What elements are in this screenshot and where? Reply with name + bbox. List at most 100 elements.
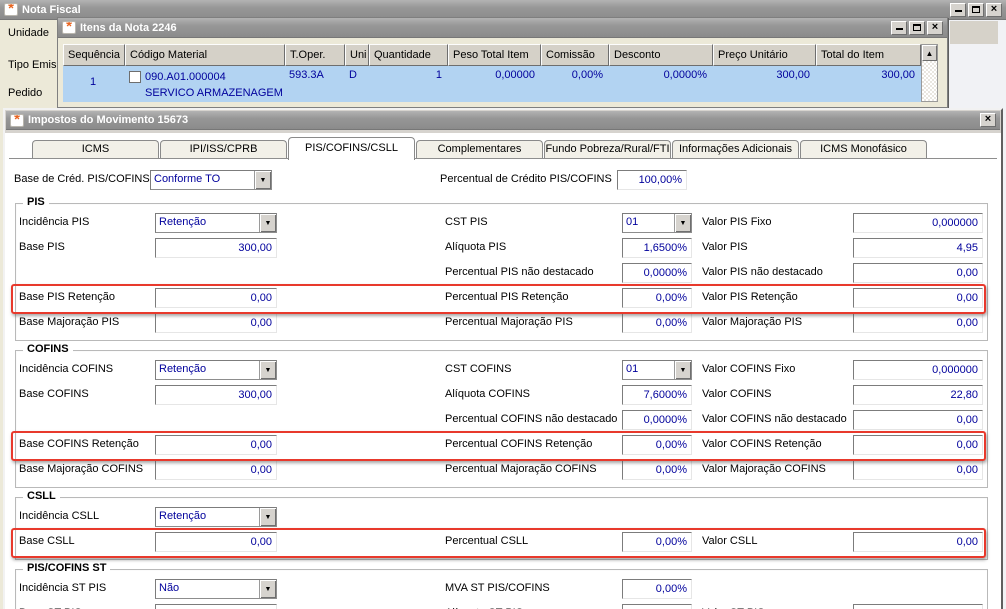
minimize-button[interactable] [891, 20, 907, 35]
col-preco-unitario[interactable]: Preço Unitário [713, 44, 816, 66]
close-button[interactable]: × [927, 20, 943, 35]
codigo-lines: 090.A01.000004 SERVICO ARMAZENAGEM [145, 69, 283, 101]
percentual-cofins-retencao-input[interactable]: 0,00% [622, 435, 692, 455]
impostos-title: Impostos do Movimento 15673 [28, 114, 189, 126]
percentual-credito-input[interactable]: 100,00% [617, 170, 687, 190]
percentual-majoracao-pis-input[interactable]: 0,00% [622, 313, 692, 333]
csll-title: CSLL [23, 490, 60, 502]
percentual-pis-nao-destacado-input[interactable]: 0,0000% [622, 263, 692, 283]
base-majoracao-cofins-input[interactable]: 0,00 [155, 460, 277, 480]
aliquota-cofins-input[interactable]: 7,6000% [622, 385, 692, 405]
base-cofins-retencao-input[interactable]: 0,00 [155, 435, 277, 455]
impostos-titlebar: * Impostos do Movimento 15673 × [6, 111, 1000, 130]
valor-pis-fixo-input[interactable]: 0,000000 [853, 213, 983, 233]
section-pis: PIS Incidência PIS Retenção ▼ CST PIS 01 ▼ Valo… [11, 196, 988, 341]
close-icon: × [984, 113, 992, 125]
base-cofins-input[interactable]: 300,00 [155, 385, 277, 405]
form-row: Base PIS 300,00 Alíquota PIS 1,6500% Valor P… [16, 237, 987, 262]
section-csll: CSLL Incidência CSLL Retenção ▼ Base CSLL 0,0… [11, 490, 988, 560]
percentual-majoracao-cofins-input[interactable]: 0,00% [622, 460, 692, 480]
incidencia-cofins-select[interactable]: Retenção ▼ [155, 360, 277, 380]
percentual-cofins-nao-destacado-input[interactable]: 0,0000% [622, 410, 692, 430]
mva-st-pis-cofins-input[interactable]: 0,00% [622, 579, 692, 599]
valor-majoracao-pis-input[interactable]: 0,00 [853, 313, 983, 333]
cst-cofins-label: CST COFINS [445, 363, 512, 375]
valor-pis-retencao-input[interactable]: 0,00 [853, 288, 983, 308]
chevron-down-icon[interactable]: ▼ [674, 214, 691, 232]
valor-cofins-retencao-input[interactable]: 0,00 [853, 435, 983, 455]
incidencia-pis-select[interactable]: Retenção ▼ [155, 213, 277, 233]
maximize-button[interactable] [909, 20, 925, 35]
col-total-do-item[interactable]: Total do Item [816, 44, 921, 66]
table-scrollbar[interactable]: ▲ [921, 44, 938, 102]
tab-icms-monofasico[interactable]: ICMS Monofásico [800, 140, 927, 159]
incidencia-csll-select[interactable]: Retenção ▼ [155, 507, 277, 527]
cell-peso: 0,00000 [495, 69, 535, 81]
percentual-credito-label: Percentual de Crédito PIS/COFINS [440, 173, 612, 185]
chevron-down-icon[interactable]: ▼ [259, 580, 276, 598]
chevron-down-icon[interactable]: ▼ [259, 361, 276, 379]
cofins-title: COFINS [23, 343, 73, 355]
cell-sequencia: 1 [89, 76, 97, 88]
table-row[interactable]: 1 090.A01.000004 SERVICO ARMAZENAGEM 593.3A… [63, 66, 921, 102]
cst-cofins-select[interactable]: 01 ▼ [622, 360, 692, 380]
valor-st-pis-input[interactable]: 0,00 [853, 604, 983, 609]
aliquota-pis-input[interactable]: 1,6500% [622, 238, 692, 258]
itens-title: Itens da Nota 2246 [80, 21, 177, 34]
chevron-down-icon[interactable]: ▼ [674, 361, 691, 379]
valor-cofins-input[interactable]: 22,80 [853, 385, 983, 405]
tab-fundo-pobreza-rural-fti[interactable]: Fundo Pobreza/Rural/FTI [544, 140, 671, 159]
tab-ipi-iss-cprb[interactable]: IPI/ISS/CPRB [160, 140, 287, 159]
maximize-button[interactable] [968, 2, 984, 17]
valor-csll-label: Valor CSLL [702, 535, 758, 547]
col-uni[interactable]: Uni [345, 44, 369, 66]
incidencia-st-pis-select[interactable]: Não ▼ [155, 579, 277, 599]
base-cred-pis-cofins-select[interactable]: Conforme TO ▼ [150, 170, 272, 190]
tab-icms[interactable]: ICMS [32, 140, 159, 159]
valor-cofins-nao-destacado-input[interactable]: 0,00 [853, 410, 983, 430]
base-pis-input[interactable]: 300,00 [155, 238, 277, 258]
valor-cofins-retencao-label: Valor COFINS Retenção [702, 438, 822, 450]
base-st-pis-input[interactable]: 0,00 [155, 604, 277, 609]
base-csll-input[interactable]: 0,00 [155, 532, 277, 552]
percentual-majoracao-cofins-label: Percentual Majoração COFINS [445, 463, 597, 475]
tab-informacoes-adicionais[interactable]: Informações Adicionais [672, 140, 799, 159]
col-peso-total-item[interactable]: Peso Total Item [448, 44, 541, 66]
percentual-majoracao-pis-label: Percentual Majoração PIS [445, 316, 573, 328]
scroll-up-icon[interactable]: ▲ [922, 45, 937, 61]
pis-cofins-csll-form: Base de Créd. PIS/COFINS Conforme TO ▼ P… [5, 159, 1001, 609]
percentual-pis-retencao-input[interactable]: 0,00% [622, 288, 692, 308]
item-checkbox[interactable] [129, 71, 141, 83]
chevron-down-icon[interactable]: ▼ [254, 171, 271, 189]
minimize-button[interactable] [950, 2, 966, 17]
maximize-icon [913, 24, 921, 31]
base-majoracao-pis-label: Base Majoração PIS [19, 316, 120, 328]
base-majoracao-pis-input[interactable]: 0,00 [155, 313, 277, 333]
percentual-pis-retencao-label: Percentual PIS Retenção [445, 291, 569, 303]
mva-st-pis-cofins-label: MVA ST PIS/COFINS [445, 582, 550, 594]
col-codigo-material[interactable]: Código Material [125, 44, 285, 66]
valor-csll-input[interactable]: 0,00 [853, 532, 983, 552]
cst-pis-select[interactable]: 01 ▼ [622, 213, 692, 233]
form-row: Base CSLL 0,00 Percentual CSLL 0,00% Valor C… [11, 528, 987, 558]
valor-pis-nao-destacado-input[interactable]: 0,00 [853, 263, 983, 283]
incidencia-cofins-label: Incidência COFINS [19, 363, 114, 375]
col-sequencia[interactable]: Sequência [63, 44, 125, 66]
valor-pis-input[interactable]: 4,95 [853, 238, 983, 258]
valor-cofins-fixo-input[interactable]: 0,000000 [853, 360, 983, 380]
col-desconto[interactable]: Desconto [609, 44, 713, 66]
percentual-csll-input[interactable]: 0,00% [622, 532, 692, 552]
col-comissao[interactable]: Comissão [541, 44, 609, 66]
close-icon: × [931, 20, 939, 33]
col-t-oper[interactable]: T.Oper. [285, 44, 345, 66]
tab-complementares[interactable]: Complementares [416, 140, 543, 159]
tab-pis-cofins-csll[interactable]: PIS/COFINS/CSLL [288, 137, 415, 160]
valor-majoracao-cofins-input[interactable]: 0,00 [853, 460, 983, 480]
chevron-down-icon[interactable]: ▼ [259, 508, 276, 526]
close-button[interactable]: × [980, 113, 996, 127]
close-button[interactable]: × [986, 2, 1002, 17]
col-quantidade[interactable]: Quantidade [369, 44, 448, 66]
chevron-down-icon[interactable]: ▼ [259, 214, 276, 232]
base-pis-retencao-input[interactable]: 0,00 [155, 288, 277, 308]
aliquota-st-pis-input[interactable]: 0,00% [622, 604, 692, 609]
